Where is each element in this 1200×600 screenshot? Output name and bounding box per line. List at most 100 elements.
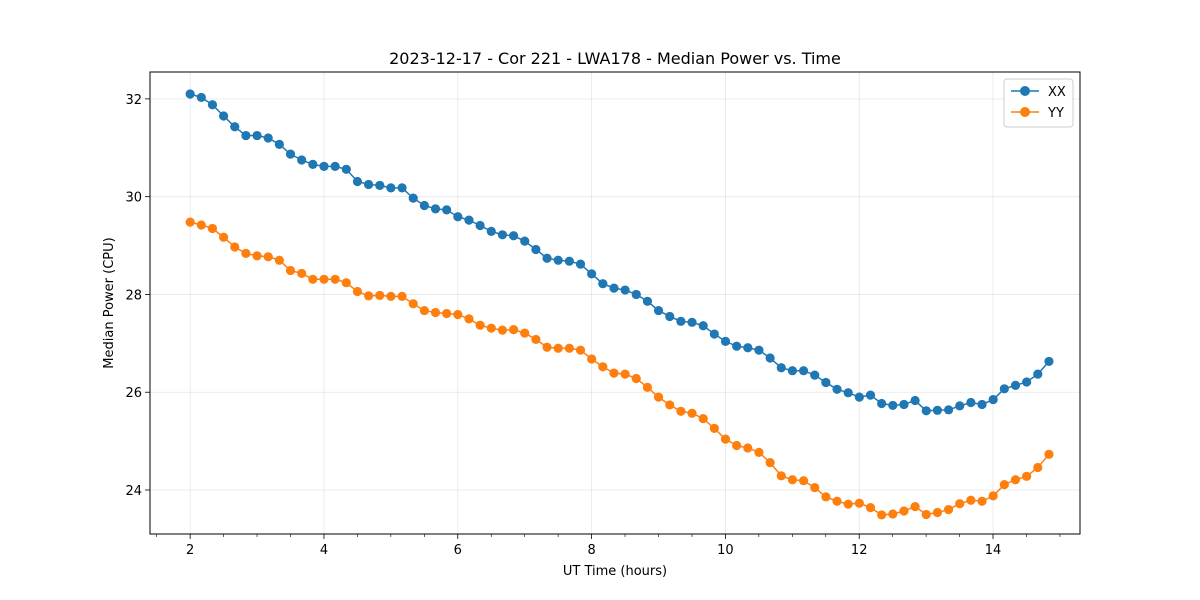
data-point-yy xyxy=(698,414,708,424)
data-point-xx xyxy=(553,255,563,265)
data-point-yy xyxy=(932,507,943,518)
data-point-xx xyxy=(575,259,586,269)
data-point-xx xyxy=(1022,377,1032,387)
data-point-yy xyxy=(464,314,474,324)
data-point-xx xyxy=(732,341,742,351)
data-point-xx xyxy=(185,89,195,99)
plot-frame xyxy=(149,71,1081,535)
data-point-xx xyxy=(776,363,786,373)
data-point-yy xyxy=(743,443,753,453)
data-point-yy xyxy=(832,496,842,506)
data-point-yy xyxy=(1044,449,1054,459)
data-point-yy xyxy=(709,423,719,433)
data-point-yy xyxy=(207,223,218,234)
x-tick-label: 8 xyxy=(587,543,595,558)
chart-title: 2023-12-17 - Cor 221 - LWA178 - Median P… xyxy=(389,49,841,68)
data-point-yy xyxy=(910,502,920,512)
data-point-yy xyxy=(285,265,296,276)
data-point-xx xyxy=(453,212,463,222)
data-point-xx xyxy=(854,392,864,402)
data-point-xx xyxy=(843,388,853,398)
data-point-xx xyxy=(497,230,508,240)
data-point-yy xyxy=(598,362,608,372)
legend-marker-xx xyxy=(1020,86,1030,96)
x-tick-label: 6 xyxy=(454,543,462,558)
data-point-xx xyxy=(832,384,842,394)
data-point-yy xyxy=(397,291,407,301)
data-point-yy xyxy=(687,408,697,418)
data-point-xx xyxy=(520,236,530,246)
x-tick-label: 4 xyxy=(320,543,328,558)
data-point-xx xyxy=(709,329,719,339)
data-point-xx xyxy=(442,205,452,215)
data-point-xx xyxy=(765,353,775,363)
data-point-yy xyxy=(642,382,653,392)
data-point-yy xyxy=(653,392,664,402)
data-point-yy xyxy=(564,343,574,353)
data-point-xx xyxy=(810,370,820,380)
data-point-xx xyxy=(910,395,920,406)
data-point-yy xyxy=(966,495,976,505)
data-point-yy xyxy=(754,447,764,457)
data-point-xx xyxy=(955,401,965,411)
x-axis-label: UT Time (hours) xyxy=(563,564,667,579)
data-point-yy xyxy=(1022,471,1032,481)
data-point-xx xyxy=(609,283,619,293)
data-point-yy xyxy=(575,345,586,355)
data-point-yy xyxy=(230,242,240,252)
data-point-xx xyxy=(375,180,385,191)
data-point-yy xyxy=(442,308,452,319)
data-point-yy xyxy=(620,369,630,379)
data-point-yy xyxy=(810,482,820,493)
data-point-yy xyxy=(977,496,987,506)
y-tick-label: 26 xyxy=(125,386,142,401)
data-point-yy xyxy=(308,274,318,284)
data-point-xx xyxy=(932,405,943,415)
data-point-yy xyxy=(854,498,864,508)
data-point-xx xyxy=(631,289,641,300)
data-point-xx xyxy=(620,285,630,295)
data-point-xx xyxy=(698,321,708,331)
data-point-yy xyxy=(631,373,641,384)
data-point-yy xyxy=(341,278,351,288)
data-point-xx xyxy=(542,253,552,263)
data-point-xx xyxy=(943,405,954,415)
data-point-yy xyxy=(542,342,552,352)
data-point-yy xyxy=(430,307,441,318)
data-point-xx xyxy=(1010,380,1021,390)
data-point-yy xyxy=(520,328,530,338)
data-point-xx xyxy=(386,183,396,193)
x-tick-label: 10 xyxy=(717,543,734,558)
data-point-yy xyxy=(877,510,887,520)
data-point-xx xyxy=(821,377,831,388)
data-point-yy xyxy=(252,251,262,261)
x-tick-label: 14 xyxy=(985,543,1002,558)
data-point-yy xyxy=(330,274,340,284)
data-point-xx xyxy=(196,92,206,103)
data-point-yy xyxy=(1010,475,1021,485)
x-tick-label: 2 xyxy=(186,543,194,558)
data-point-xx xyxy=(341,164,351,174)
data-point-xx xyxy=(642,296,653,306)
data-point-xx xyxy=(508,231,519,241)
legend-label-yy: YY xyxy=(1047,106,1064,121)
data-point-xx xyxy=(653,305,664,316)
data-point-yy xyxy=(1033,462,1043,473)
data-point-yy xyxy=(196,220,206,230)
data-point-yy xyxy=(865,503,876,513)
y-axis-label: Median Power (CPU) xyxy=(102,237,117,368)
data-point-yy xyxy=(676,406,686,416)
data-point-xx xyxy=(285,149,296,159)
data-point-yy xyxy=(185,217,195,227)
data-point-yy xyxy=(821,492,831,502)
data-point-yy xyxy=(486,323,496,333)
data-point-xx xyxy=(999,384,1009,394)
data-point-yy xyxy=(720,434,731,444)
data-point-yy xyxy=(297,268,307,279)
data-point-yy xyxy=(408,299,418,309)
data-point-yy xyxy=(999,480,1009,490)
data-point-xx xyxy=(319,161,329,171)
data-point-xx xyxy=(687,317,697,327)
data-point-xx xyxy=(219,111,229,121)
